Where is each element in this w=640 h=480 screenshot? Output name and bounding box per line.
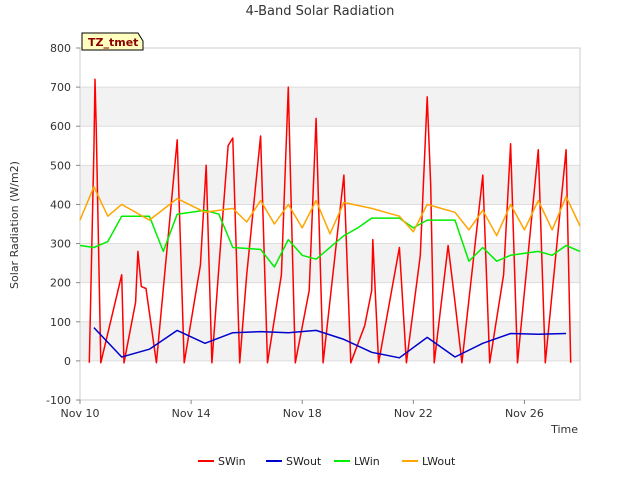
plot-band bbox=[80, 360, 580, 400]
y-tick-label: 200 bbox=[50, 277, 71, 290]
x-tick-label: Nov 14 bbox=[172, 407, 211, 420]
y-tick-label: -100 bbox=[46, 394, 71, 407]
series-line-lwin bbox=[79, 209, 581, 268]
site-tag-label: TZ_tmet bbox=[88, 36, 138, 49]
plot-band bbox=[80, 204, 580, 244]
y-tick-label: 100 bbox=[50, 316, 71, 329]
x-axis-ticks: Nov 10 Nov 14 Nov 18 Nov 22 Nov 26 bbox=[61, 400, 544, 420]
legend-label-swout: SWout bbox=[286, 455, 322, 468]
series-line-lwout bbox=[79, 186, 581, 237]
site-tag: TZ_tmet bbox=[81, 32, 144, 51]
plot-band bbox=[80, 321, 580, 361]
y-axis-title: Solar Radiation (W/m2) bbox=[8, 161, 21, 289]
plot-background-bands bbox=[80, 48, 580, 400]
y-axis-ticks: -100 0 100 200 300 400 500 600 700 800 bbox=[46, 42, 80, 407]
plot-band bbox=[80, 48, 580, 88]
legend-label-swin: SWin bbox=[218, 455, 246, 468]
series-line-swin bbox=[88, 78, 572, 364]
y-tick-label: 300 bbox=[50, 238, 71, 251]
x-tick-label: Nov 26 bbox=[505, 407, 544, 420]
y-tick-label: 800 bbox=[50, 42, 71, 55]
plot-band bbox=[80, 165, 580, 205]
x-axis-title: Time bbox=[550, 423, 578, 436]
plot-band bbox=[80, 126, 580, 166]
plot-area bbox=[79, 47, 581, 401]
series-layer bbox=[79, 78, 581, 364]
y-tick-label: 500 bbox=[50, 159, 71, 172]
series-line-swout bbox=[93, 327, 567, 359]
y-tick-label: 700 bbox=[50, 81, 71, 94]
x-tick-label: Nov 22 bbox=[394, 407, 433, 420]
y-tick-label: 400 bbox=[50, 198, 71, 211]
y-tick-label: 0 bbox=[64, 355, 71, 368]
legend-label-lwout: LWout bbox=[422, 455, 456, 468]
legend-label-lwin: LWin bbox=[354, 455, 380, 468]
x-tick-label: Nov 18 bbox=[283, 407, 322, 420]
chart-title: 4-Band Solar Radiation bbox=[246, 4, 395, 19]
legend: SWin SWout LWin LWout bbox=[198, 455, 456, 468]
y-tick-label: 600 bbox=[50, 120, 71, 133]
x-tick-label: Nov 10 bbox=[61, 407, 100, 420]
plot-band bbox=[80, 87, 580, 127]
